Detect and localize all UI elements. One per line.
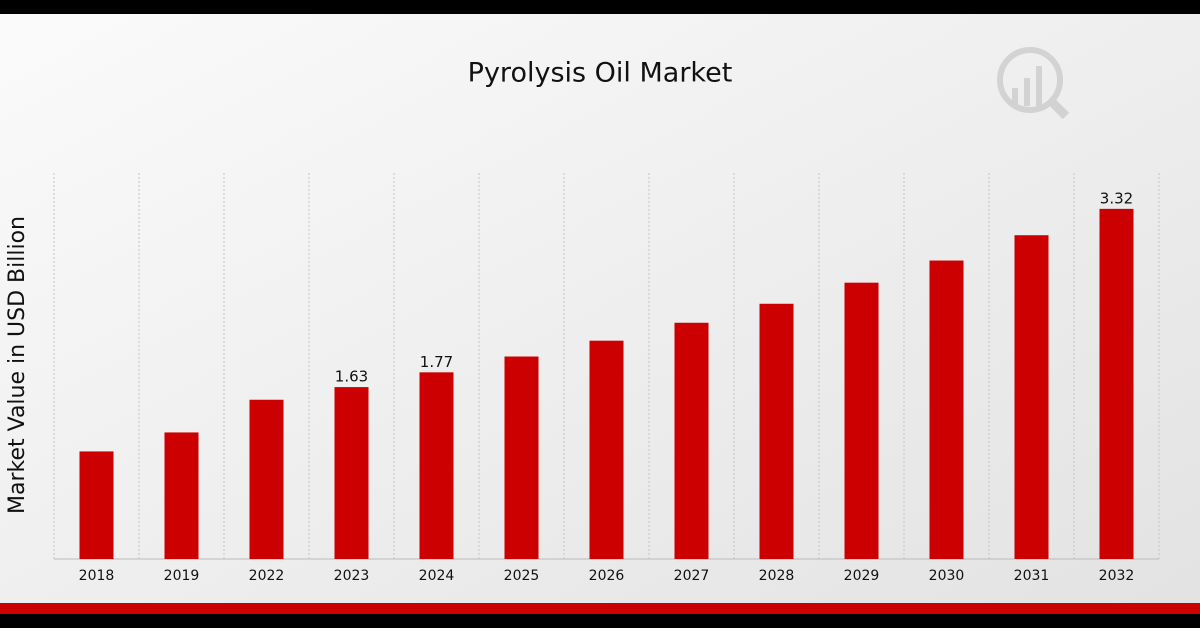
bar [589, 340, 624, 559]
x-tick-label: 2023 [334, 568, 370, 584]
bar [929, 260, 964, 559]
x-tick-label: 2028 [759, 568, 795, 584]
x-tick-label: 2029 [844, 568, 880, 584]
bar [334, 387, 369, 559]
bar [1099, 208, 1134, 560]
value-label: 1.63 [335, 368, 368, 386]
x-tick-label: 2032 [1099, 568, 1135, 584]
x-tick-label: 2031 [1014, 568, 1050, 584]
logo [997, 47, 1070, 120]
top-band [0, 0, 1200, 14]
value-label: 3.32 [1100, 189, 1133, 207]
x-tick-label: 2022 [249, 568, 285, 584]
x-tick-label: 2027 [674, 568, 710, 584]
bar [1014, 235, 1049, 559]
x-tick-label: 2019 [164, 568, 200, 584]
bar [504, 356, 539, 559]
bar [419, 372, 454, 559]
bar [164, 432, 199, 559]
x-tick-label: 2030 [929, 568, 965, 584]
y-axis-label: Market Value in USD Billion [5, 216, 30, 514]
bar [844, 282, 879, 559]
bar [79, 451, 114, 559]
red-band [0, 603, 1200, 614]
x-tick-label: 2026 [589, 568, 625, 584]
bottom-band [0, 614, 1200, 628]
bar [249, 399, 284, 559]
bar [674, 322, 709, 559]
x-tick-label: 2024 [419, 568, 455, 584]
value-label: 1.77 [420, 353, 453, 371]
bar [759, 303, 794, 559]
chart-title: Pyrolysis Oil Market [468, 58, 733, 89]
x-tick-label: 2018 [79, 568, 115, 584]
x-tick-label: 2025 [504, 568, 540, 584]
